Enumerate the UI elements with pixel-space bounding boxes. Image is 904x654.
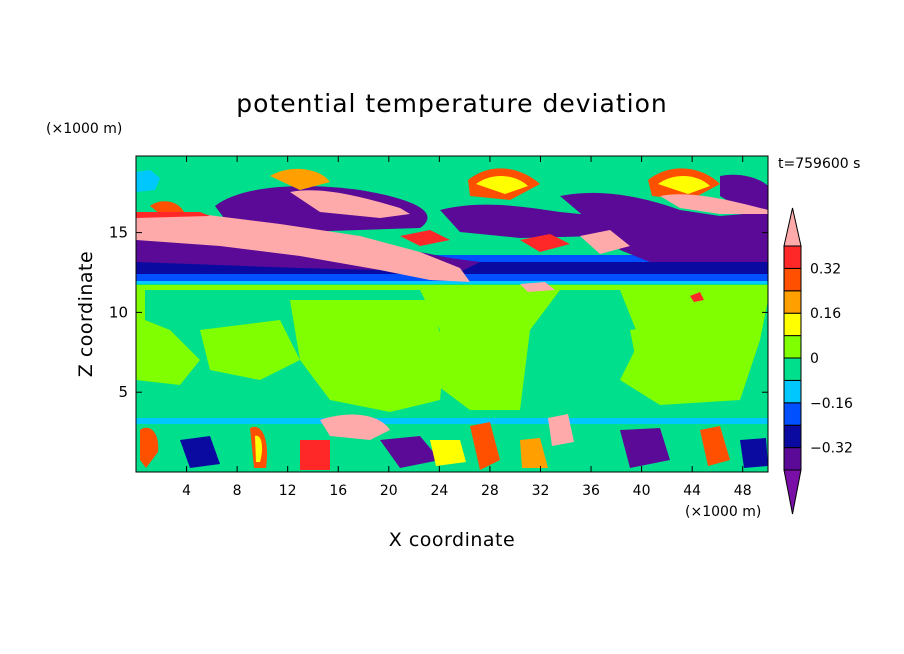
x-tick-label: 36 — [582, 483, 600, 499]
chart-title: potential temperature deviation — [236, 89, 667, 118]
colorbar: 0.32 0.16 0 −0.16 −0.32 — [783, 207, 853, 515]
time-label: t=759600 s — [778, 156, 860, 172]
colorbar-segment — [783, 245, 802, 269]
x-tick-label: 28 — [481, 483, 499, 499]
colorbar-tick-label: 0.32 — [810, 261, 841, 277]
x-tick-label: 16 — [329, 483, 347, 499]
colorbar-max-triangle — [783, 207, 802, 247]
y-axis-ticks: 5 10 15 — [109, 224, 768, 401]
plot-frame — [135, 155, 769, 473]
x-tick-label: 20 — [380, 483, 398, 499]
x-tick-label: 40 — [633, 483, 651, 499]
x-tick-label: 12 — [279, 483, 297, 499]
y-unit-label: (×1000 m) — [46, 121, 122, 137]
colorbar-min-triangle — [783, 469, 802, 515]
x-tick-label: 44 — [683, 483, 701, 499]
y-axis-label: Z coordinate — [75, 251, 97, 377]
colorbar-segment — [783, 424, 802, 449]
x-tick-label: 48 — [734, 483, 752, 499]
y-tick-label: 10 — [109, 303, 128, 321]
colorbar-segment — [783, 290, 802, 314]
x-tick-label: 24 — [430, 483, 448, 499]
x-axis-ticks: 4 8 12 16 20 24 28 32 36 40 44 48 — [182, 156, 752, 499]
colorbar-segment — [783, 357, 802, 381]
colorbar-segment — [783, 402, 802, 426]
y-tick-label: 15 — [109, 224, 128, 242]
colorbar-tick-label: 0 — [810, 351, 819, 367]
y-tick-label: 5 — [118, 383, 128, 401]
colorbar-segment — [783, 312, 802, 337]
x-unit-label: (×1000 m) — [685, 504, 761, 520]
colorbar-tick-label: 0.16 — [810, 306, 841, 322]
colorbar-segment — [783, 335, 802, 359]
colorbar-tick-label: −0.32 — [810, 441, 853, 457]
colorbar-segment — [783, 267, 802, 292]
colorbar-segment — [783, 379, 802, 404]
x-axis-label: X coordinate — [389, 529, 515, 551]
x-tick-label: 8 — [233, 483, 242, 499]
x-tick-label: 4 — [182, 483, 191, 499]
colorbar-tick-label: −0.16 — [810, 396, 853, 412]
x-tick-label: 32 — [532, 483, 550, 499]
contour-field — [136, 156, 768, 472]
colorbar-segment — [783, 447, 802, 471]
